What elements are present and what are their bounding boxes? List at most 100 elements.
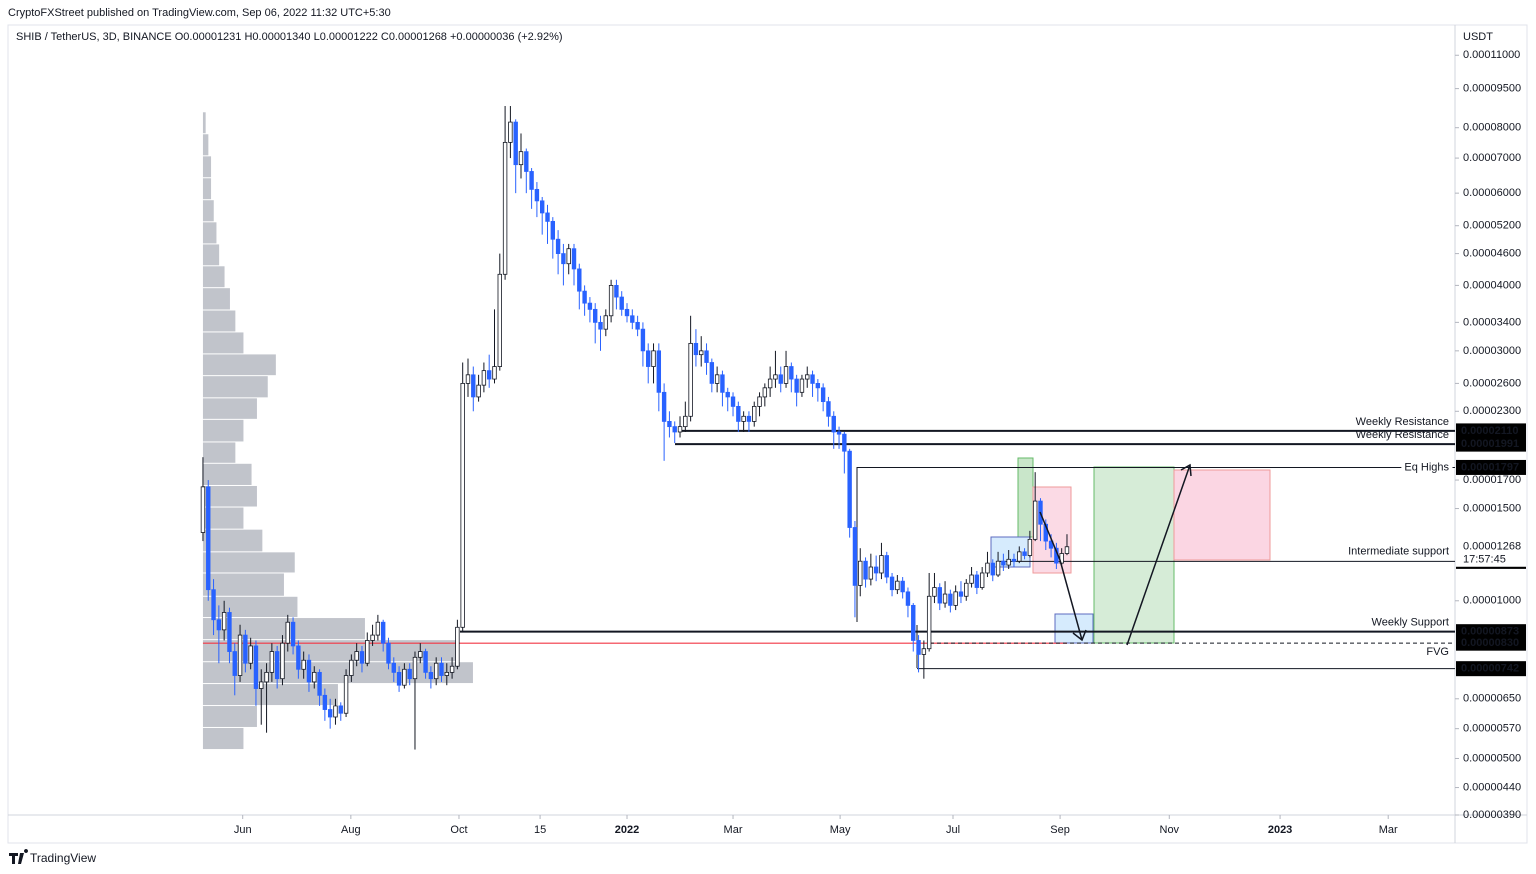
arrow-down xyxy=(1039,511,1083,641)
price-unit: USDT xyxy=(1463,31,1493,43)
candle-body xyxy=(789,366,794,380)
level-text-bg xyxy=(1401,461,1453,474)
candle-body xyxy=(720,374,725,393)
candle-body xyxy=(1064,546,1070,554)
candle-body xyxy=(608,284,614,317)
candle-body xyxy=(985,562,990,574)
price-label-bg xyxy=(1456,459,1526,475)
candle-body xyxy=(746,415,752,422)
candle-body xyxy=(614,284,619,298)
level-text: Weekly Resistance xyxy=(1356,429,1449,441)
candle-body xyxy=(831,415,836,433)
candle-body xyxy=(619,296,624,310)
candle-body xyxy=(465,374,471,384)
countdown: 17:57:45 xyxy=(1463,554,1506,566)
candle-body xyxy=(338,705,343,714)
candle-body xyxy=(349,659,354,676)
candle-body xyxy=(343,675,349,714)
profile-bar xyxy=(202,552,295,573)
profile-bar xyxy=(202,618,365,640)
volume-profile xyxy=(202,112,1067,750)
candle-body xyxy=(418,651,423,658)
candle-body xyxy=(767,378,773,389)
y-tick-label: 0.00009500 xyxy=(1463,83,1521,95)
y-tick-label: 0.00001000 xyxy=(1463,595,1521,607)
profile-bar xyxy=(202,706,257,727)
y-tick-label: 0.00005200 xyxy=(1463,220,1521,232)
level-text: Weekly Support xyxy=(1372,617,1449,629)
candle-body xyxy=(847,450,852,528)
y-tick-label: 0.00000650 xyxy=(1463,693,1521,705)
candle-body xyxy=(285,621,290,644)
price-label: 0.00001797 xyxy=(1461,461,1519,473)
candle-body xyxy=(502,141,508,275)
profile-bar xyxy=(202,288,230,310)
candle-body xyxy=(714,374,720,384)
candle-body xyxy=(243,634,248,664)
candle-body xyxy=(259,681,264,689)
candle-body xyxy=(455,626,460,667)
candle-body xyxy=(540,200,545,214)
box-red-small xyxy=(1032,486,1072,574)
candle-body xyxy=(375,621,381,636)
candle-body xyxy=(290,621,296,647)
candle-body xyxy=(1032,500,1038,540)
candle-body xyxy=(428,671,434,680)
y-tick-label: 0.00003000 xyxy=(1463,345,1521,357)
candle-body xyxy=(725,391,730,398)
candle-body xyxy=(566,248,571,265)
profile-bar xyxy=(202,684,338,706)
candle-body xyxy=(365,640,370,664)
price-label-bg xyxy=(1456,436,1526,452)
candle-body xyxy=(688,342,693,417)
x-tick-label: May xyxy=(830,824,851,836)
candle-body xyxy=(640,328,646,352)
candle-body xyxy=(651,350,656,367)
x-tick-label: 2023 xyxy=(1268,824,1292,836)
axes: 0.00011000 0.00009500 0.00008000 0.00007000… xyxy=(234,49,1521,836)
candle-body xyxy=(672,426,677,433)
profile-bar xyxy=(202,573,284,596)
profile-bar xyxy=(202,178,212,200)
level-text: Eq Highs xyxy=(1404,461,1449,473)
profile-bar xyxy=(202,200,214,222)
y-tick-label: 0.00008000 xyxy=(1463,122,1521,134)
candle-body xyxy=(916,640,921,655)
candle-body xyxy=(630,315,635,323)
profile-bar xyxy=(202,222,217,244)
profile-bar xyxy=(202,156,212,178)
candle-body xyxy=(863,560,868,580)
candle-body xyxy=(518,151,524,166)
profile-bar xyxy=(202,640,460,662)
candle-body xyxy=(317,671,322,696)
candle-body xyxy=(296,645,301,670)
y-tick-label: 0.00011000 xyxy=(1463,49,1520,61)
candle-body xyxy=(386,642,391,664)
candle-body xyxy=(773,374,778,380)
candle-body xyxy=(667,421,672,428)
candle-body xyxy=(805,374,810,380)
y-tick-label: 0.00003400 xyxy=(1463,316,1521,328)
candle-body xyxy=(577,268,582,292)
candle-body xyxy=(677,426,683,433)
candle-body xyxy=(873,566,879,574)
price-label: 0.00002110 xyxy=(1461,425,1519,437)
candle-body xyxy=(964,582,969,597)
candle-body xyxy=(486,370,492,380)
candle-body xyxy=(593,308,598,323)
candle-body xyxy=(958,591,964,597)
price-label-bg xyxy=(1456,635,1526,651)
candle-body xyxy=(492,366,497,380)
candle-body xyxy=(736,406,741,422)
candle-body xyxy=(889,576,895,591)
price-label: 0.00000742 xyxy=(1461,663,1519,675)
candle-body xyxy=(561,253,566,265)
y-tick-label: 0.00000570 xyxy=(1463,723,1521,735)
candle-body xyxy=(497,273,502,367)
x-tick-label: Sep xyxy=(1050,824,1070,836)
candle-body xyxy=(582,290,587,304)
candle-body xyxy=(921,648,927,655)
levels: Weekly Resistance 0.00002110 Weekly Resist… xyxy=(460,416,1526,677)
candle-body xyxy=(439,662,444,676)
candle-body xyxy=(1022,551,1027,556)
